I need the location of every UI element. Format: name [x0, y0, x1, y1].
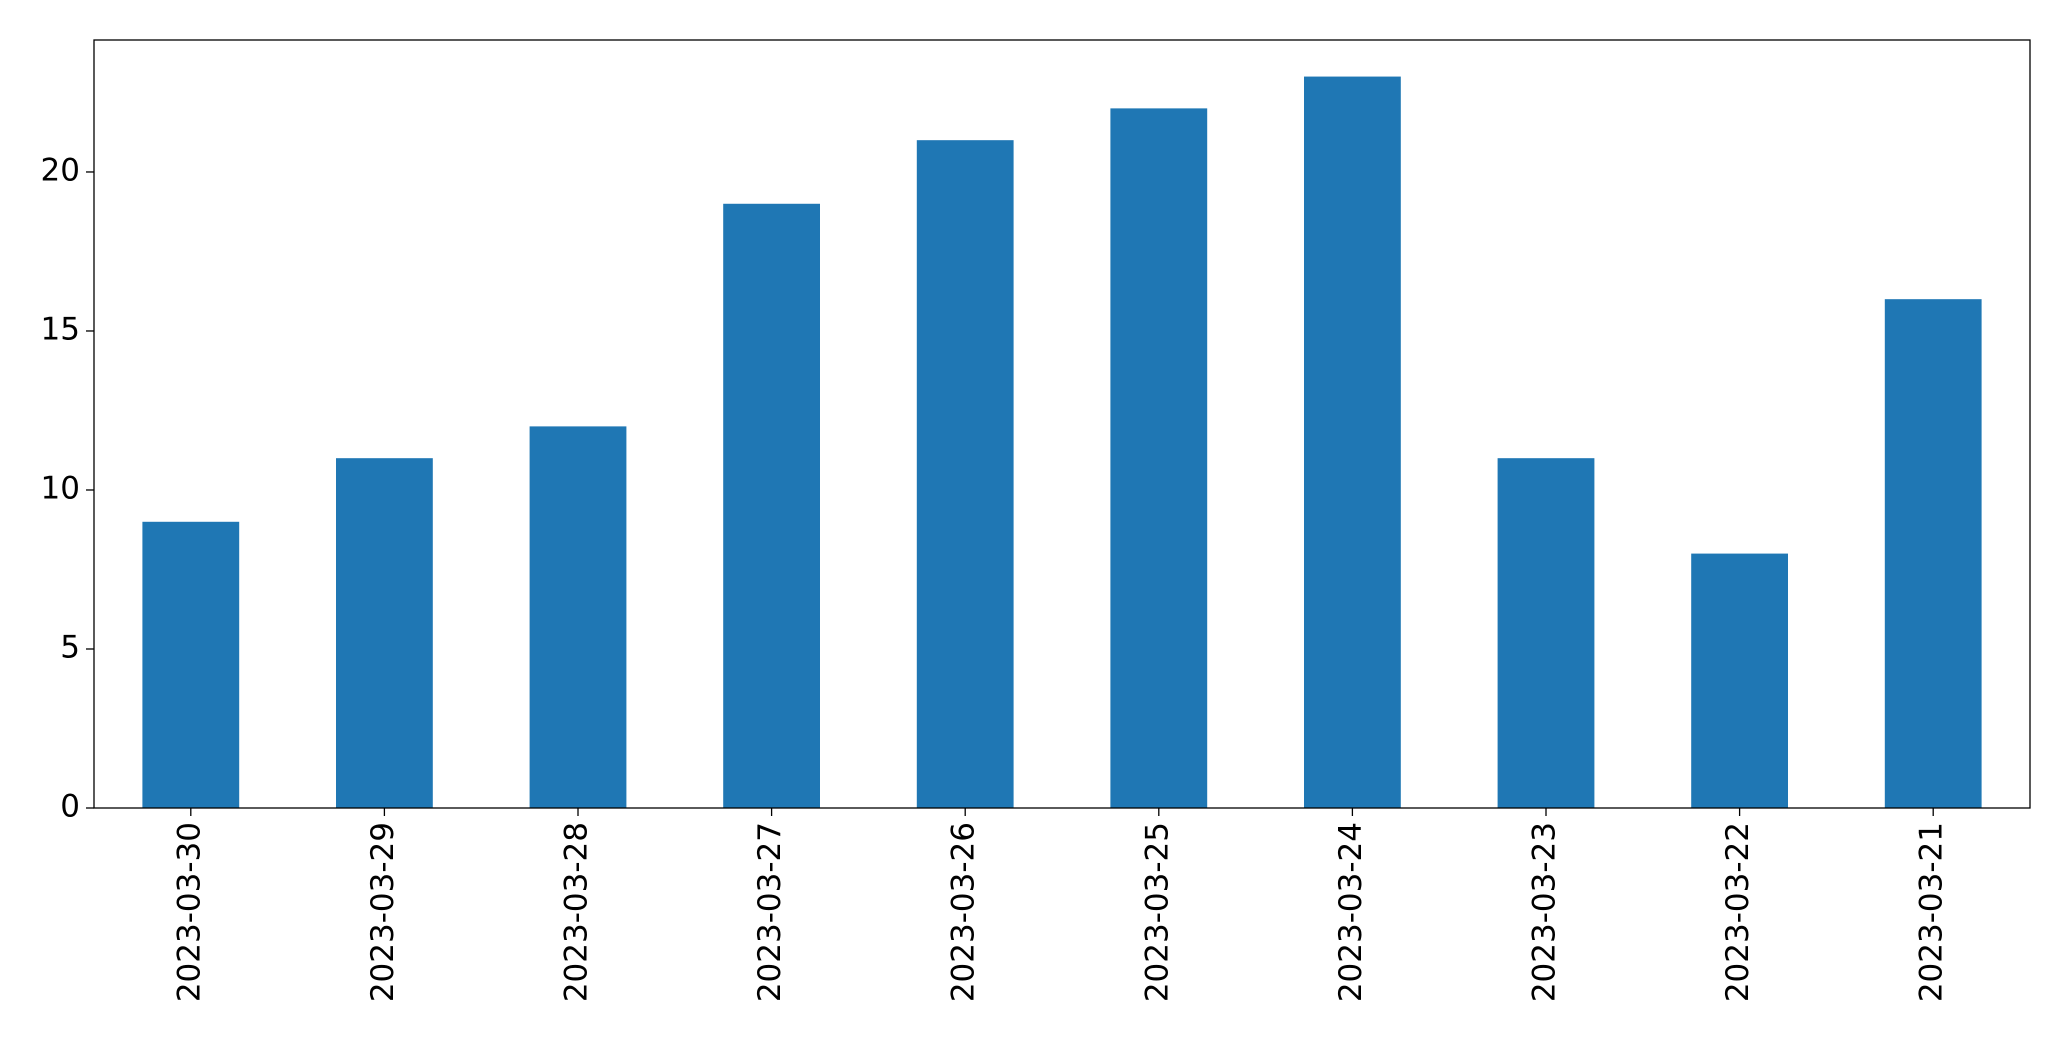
- x-tick-label: 2023-03-22: [1720, 822, 1756, 1002]
- y-tick-label: 20: [41, 152, 80, 188]
- bar: [142, 521, 240, 808]
- y-tick-label: 15: [41, 311, 80, 347]
- bar: [1884, 299, 1982, 808]
- bar: [1691, 553, 1788, 808]
- x-tick-label: 2023-03-30: [171, 822, 207, 1002]
- x-tick-label: 2023-03-28: [559, 822, 595, 1002]
- bar: [1497, 458, 1595, 808]
- bar: [336, 458, 433, 808]
- y-tick-label: 0: [60, 789, 80, 825]
- x-tick-label: 2023-03-24: [1333, 822, 1369, 1002]
- bar: [529, 426, 627, 808]
- x-tick-label: 2023-03-29: [365, 822, 401, 1002]
- bar: [1304, 76, 1401, 809]
- x-tick-label: 2023-03-25: [1139, 822, 1175, 1002]
- bar: [916, 140, 1014, 808]
- x-tick-label: 2023-03-23: [1527, 822, 1563, 1002]
- bar: [723, 203, 820, 809]
- x-tick-label: 2023-03-27: [752, 822, 788, 1002]
- x-tick-label: 2023-03-26: [946, 822, 982, 1002]
- x-tick-label: 2023-03-21: [1914, 822, 1950, 1002]
- plot-frame: [93, 39, 2031, 809]
- bar: [1110, 108, 1208, 808]
- y-tick-label: 5: [60, 629, 80, 665]
- y-tick-label: 10: [41, 470, 80, 506]
